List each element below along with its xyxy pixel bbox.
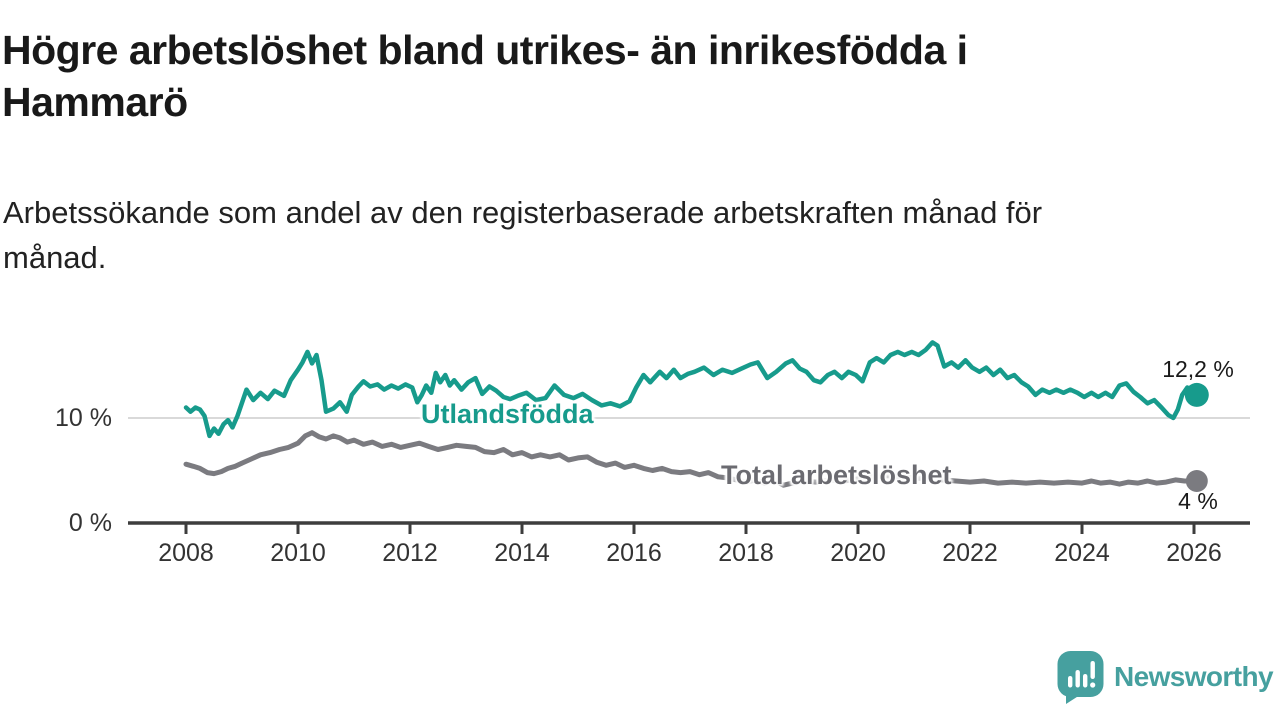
- x-tick-label: 2018: [718, 539, 774, 567]
- x-tick-label: 2008: [158, 539, 214, 567]
- x-tick-label: 2016: [606, 539, 662, 567]
- series-end-dot-0: [1184, 382, 1209, 407]
- page-title-line2: Hammarö: [2, 79, 188, 125]
- newsworthy-logo-text: Newsworthy: [1114, 661, 1274, 692]
- end-value-label-total: 4 %: [1178, 488, 1218, 514]
- x-tick-label: 2012: [382, 539, 438, 567]
- series-line-1: [183, 430, 1200, 488]
- page-subtitle: Arbetssökande som andel av den registerb…: [3, 190, 1223, 280]
- x-tick-label: 2014: [494, 539, 550, 567]
- x-tick-label: 2024: [1054, 539, 1110, 567]
- x-tick-label: 2026: [1166, 539, 1222, 567]
- page-title-line1: Högre arbetslöshet bland utrikes- än inr…: [2, 27, 968, 73]
- page-subtitle-line2: månad.: [3, 240, 107, 275]
- series-label-utlandsfodda: Utlandsfödda: [421, 399, 594, 429]
- series-label-total-arbetsloshet: Total arbetslöshet: [721, 460, 952, 490]
- newsworthy-logo: Newsworthy: [1056, 649, 1274, 705]
- y-axis-label-10: 10 %: [55, 404, 112, 432]
- page-subtitle-line1: Arbetssökande som andel av den registerb…: [3, 195, 1043, 230]
- end-value-label-utlandsfodda: 12,2 %: [1162, 356, 1234, 382]
- x-tick-label: 2022: [942, 539, 998, 567]
- y-axis-label-0: 0 %: [68, 509, 112, 537]
- series-end-dot-1: [1185, 470, 1208, 492]
- series-line-0: [183, 340, 1200, 439]
- newsworthy-logo-icon: [1057, 651, 1104, 704]
- x-tick-label: 2010: [270, 539, 326, 567]
- x-tick-label: 2020: [830, 539, 886, 567]
- page-title: Högre arbetslöshet bland utrikes- än inr…: [2, 24, 1202, 128]
